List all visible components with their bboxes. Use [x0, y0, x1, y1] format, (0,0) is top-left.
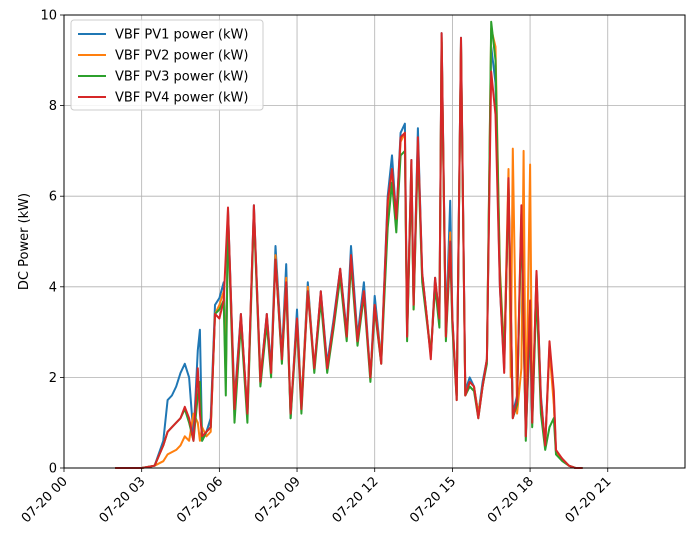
y-axis-label: DC Power (kW)	[17, 193, 32, 290]
y-tick-label: 8	[49, 99, 57, 114]
y-tick-label: 6	[49, 190, 57, 205]
y-tick-label: 0	[49, 462, 57, 477]
series-line-pv4	[114, 32, 583, 469]
legend-label: VBF PV4 power (kW)	[115, 91, 248, 106]
legend: VBF PV1 power (kW) VBF PV2 power (kW) VBF …	[70, 19, 264, 111]
legend-label: VBF PV2 power (kW)	[115, 49, 248, 64]
y-axis-ticks: 0 2 4 6 8 10	[40, 9, 64, 477]
legend-box	[70, 19, 264, 111]
legend-label: VBF PV1 power (kW)	[115, 28, 248, 43]
legend-label: VBF PV3 power (kW)	[115, 70, 248, 85]
y-tick-label: 2	[49, 371, 57, 386]
series-layer	[114, 20, 583, 469]
y-tick-label: 4	[49, 280, 57, 295]
y-tick-label: 10	[40, 9, 57, 24]
